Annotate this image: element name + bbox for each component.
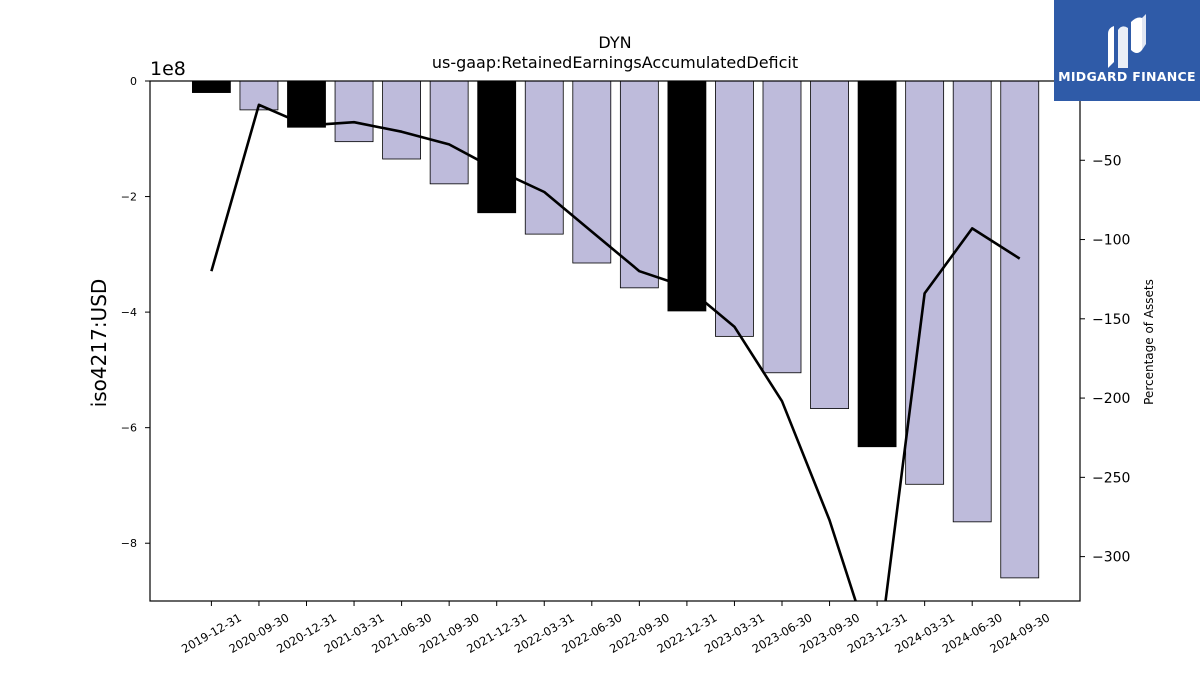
- bar-2022-03-31: [524, 80, 564, 235]
- y-offset-label: 1e8: [150, 58, 186, 80]
- y-tick-label: −2: [121, 191, 137, 204]
- midgard-logo: MIDGARD FINANCE: [1054, 0, 1200, 101]
- chart-title: DYN: [598, 33, 631, 52]
- bar-2024-09-30: [1000, 80, 1040, 579]
- brand-name: MIDGARD FINANCE: [1058, 69, 1196, 84]
- plot-frame: [149, 80, 1081, 602]
- bar-2021-06-30: [382, 80, 422, 160]
- bar-2019-12-31: [191, 80, 231, 93]
- y2-tick-label: −200: [1092, 391, 1130, 407]
- y2-axis-label: Percentage of Assets: [1142, 279, 1156, 405]
- midgard-logo-icon: [1108, 14, 1146, 68]
- y-tick-label: −6: [121, 422, 137, 435]
- y2-tick-label: −300: [1092, 550, 1130, 566]
- line-series: [210, 103, 1021, 601]
- bar-2022-12-31: [667, 80, 707, 312]
- bar-2022-06-30: [572, 80, 612, 264]
- y-tick-label: 0: [130, 75, 137, 88]
- bar-2023-06-30: [762, 80, 802, 374]
- bar-2023-12-31: [857, 80, 897, 448]
- percentage-line: [210, 103, 1021, 601]
- bar-2024-03-31: [905, 80, 945, 485]
- y2-tick-label: −100: [1092, 233, 1130, 249]
- bar-2021-03-31: [334, 80, 374, 143]
- y-tick-label: −4: [121, 306, 137, 319]
- y2-tick-label: −50: [1092, 153, 1122, 169]
- bar-2023-09-30: [810, 80, 849, 410]
- bar-2022-09-30: [619, 80, 659, 289]
- bar-series: [191, 80, 1040, 579]
- y2-tick-label: −150: [1092, 312, 1130, 328]
- chart-subtitle: us-gaap:RetainedEarningsAccumulatedDefic…: [432, 53, 798, 72]
- bar-2024-06-30: [952, 80, 992, 523]
- bar-2021-09-30: [429, 80, 469, 185]
- bar-2023-03-31: [715, 80, 754, 337]
- y-axis-label: iso4217:USD: [87, 279, 111, 408]
- y-tick-label: −8: [121, 537, 137, 550]
- y2-tick-label: −250: [1092, 470, 1130, 486]
- bar-2021-12-31: [477, 80, 517, 214]
